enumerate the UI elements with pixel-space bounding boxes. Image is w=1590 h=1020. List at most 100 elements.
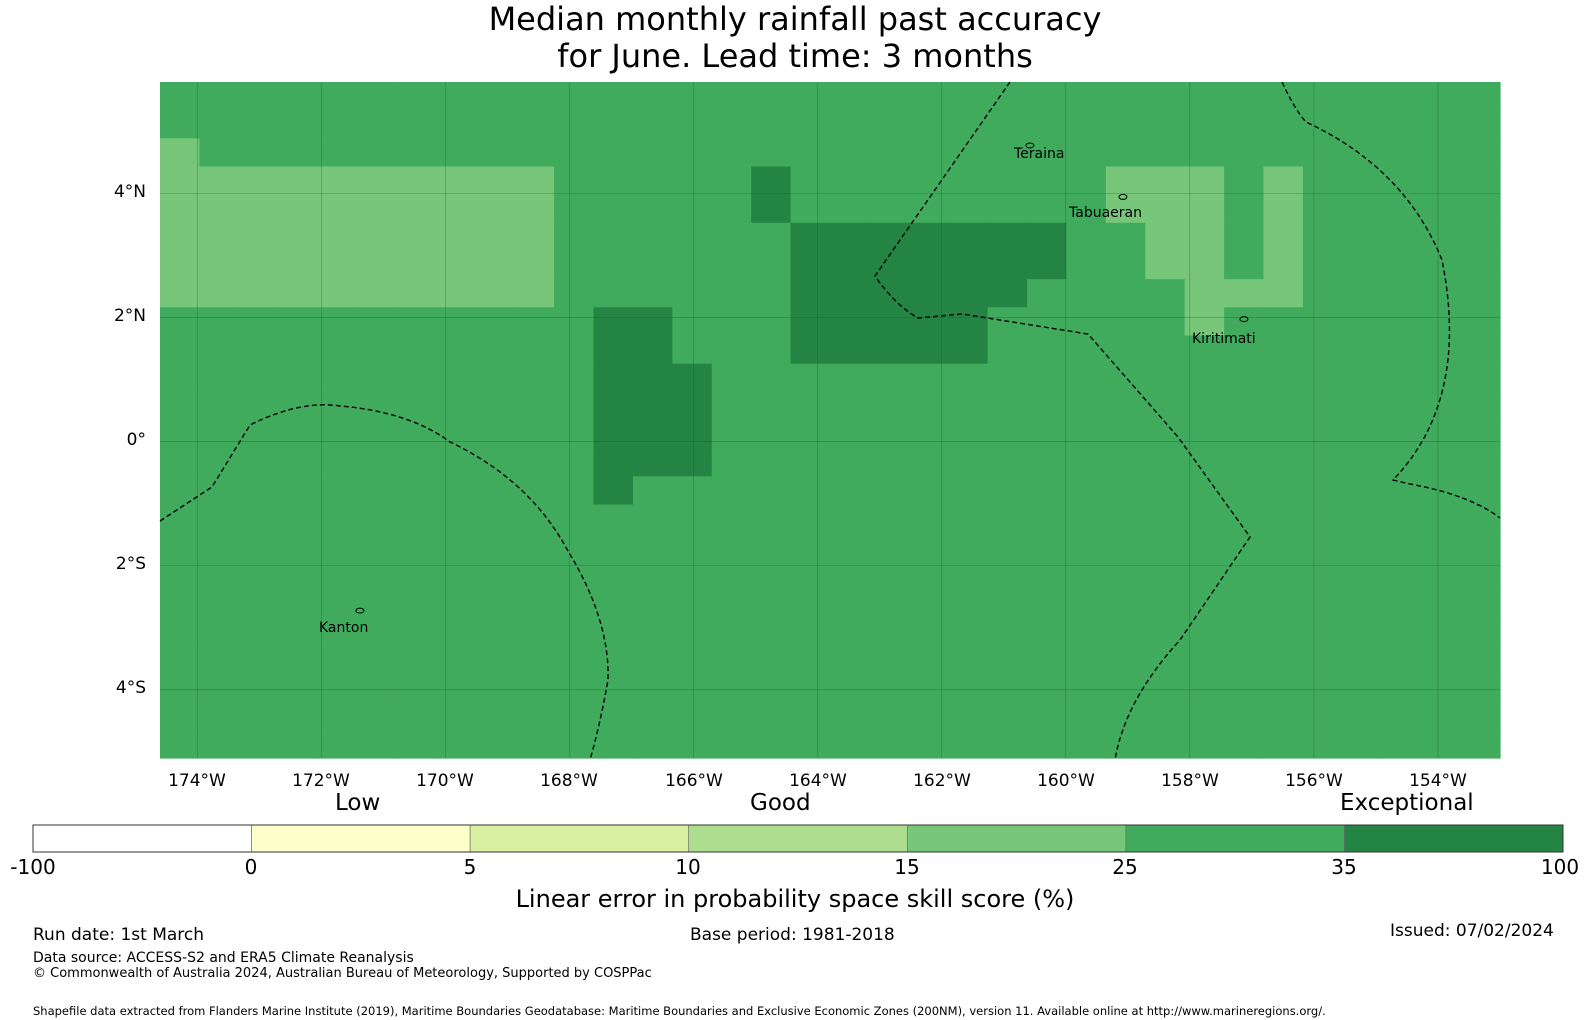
grid-cell [278,138,319,168]
grid-cell [278,448,319,477]
grid-cell [1105,420,1146,449]
grid-cell [1224,504,1265,534]
grid-cell [357,335,398,365]
grid-cell [514,251,555,280]
grid-cell [1381,448,1422,477]
grid-cell [554,251,595,280]
grid-cell [396,110,437,139]
grid-cell [435,420,476,449]
grid-cell [1184,222,1225,252]
grid-cell [1066,110,1107,139]
grid-cell [1302,82,1343,111]
grid-cell [672,532,713,562]
grid-cell [1145,589,1186,618]
grid-cell [790,138,831,168]
grid-cell [672,729,713,759]
grid-cell [711,138,752,168]
grid-cell [830,251,871,280]
grid-cell [1224,532,1265,562]
grid-cell [1224,194,1265,224]
grid-cell [475,701,516,731]
grid-cell [1342,589,1383,618]
grid-cell [475,166,516,196]
grid-cell [357,363,398,393]
colorbar-tick: 15 [894,855,920,879]
grid-cell [1302,504,1343,534]
grid-cell [751,476,792,506]
grid-cell [632,391,673,421]
grid-cell [238,560,279,590]
colorbar-segment [1125,824,1345,853]
grid-cell [514,532,555,562]
grid-cell [593,589,634,618]
colorbar-tick: 25 [1112,855,1138,879]
grid-cell [396,279,437,308]
grid-cell [869,82,910,111]
grid-cell [1342,82,1383,111]
grid-cell [1302,166,1343,196]
grid-cell [711,504,752,534]
grid-cell [672,222,713,252]
grid-cell [1421,307,1462,337]
grid-cell [948,420,989,449]
grid-cell [238,363,279,393]
grid-cell [475,391,516,421]
grid-cell [751,279,792,308]
grid-cell [869,729,910,759]
grid-cell [1381,307,1422,337]
grid-cell [711,222,752,252]
grid-cell [1027,729,1068,759]
grid-cell [869,222,910,252]
grid-cell [514,166,555,196]
grid-cell [830,138,871,168]
grid-cell [790,194,831,224]
grid-cell [869,166,910,196]
grid-cell [1145,504,1186,534]
grid-cell [1460,617,1501,646]
grid-cell [317,617,358,646]
grid-cell [1027,673,1068,703]
grid-cell [278,504,319,534]
grid-cell [317,448,358,477]
grid-cell [632,166,673,196]
grid-cell [1421,504,1462,534]
grid-cell [1381,391,1422,421]
grid-cell [751,194,792,224]
grid-cell [1105,82,1146,111]
grid-cell [790,448,831,477]
grid-cell [1145,391,1186,421]
grid-cell [1460,589,1501,618]
grid-cell [593,251,634,280]
grid-cell [357,476,398,506]
grid-cell [1263,222,1304,252]
grid-cell [1381,729,1422,759]
grid-cell [199,307,240,337]
grid-cell [1421,391,1462,421]
grid-cell [238,532,279,562]
grid-cell [593,110,634,139]
grid-cell [160,729,201,759]
grid-cell [1184,166,1225,196]
grid-cell [632,448,673,477]
grid-cell [869,701,910,731]
grid-cell [435,194,476,224]
grid-cell [396,194,437,224]
grid-cell [238,729,279,759]
grid-cell [1224,617,1265,646]
grid-cell [317,645,358,675]
grid-cell [554,617,595,646]
grid-cell [160,532,201,562]
grid-cell [1342,222,1383,252]
grid-cell [357,138,398,168]
grid-cell [711,391,752,421]
lat-label-4n: 4°N [113,182,146,202]
grid-cell [751,504,792,534]
grid-cell [160,335,201,365]
grid-cell [632,138,673,168]
grid-cell [357,589,398,618]
grid-cell [1027,504,1068,534]
grid-cell [948,589,989,618]
grid-cell [1184,194,1225,224]
grid-cell [593,448,634,477]
grid-cell [987,532,1028,562]
